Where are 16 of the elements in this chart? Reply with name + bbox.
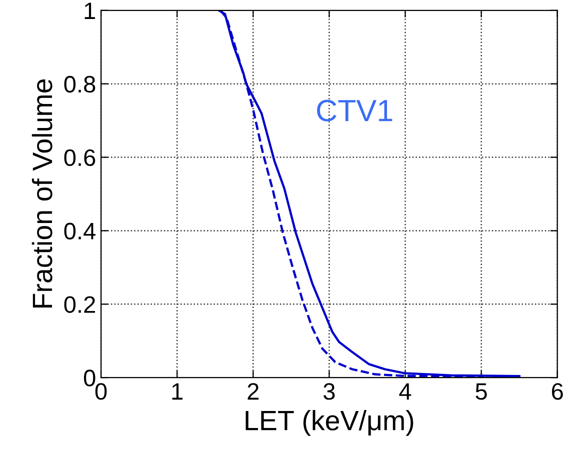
y-tick-label: 0.4 (64, 222, 96, 240)
x-axis-title: LET (keV/μm) (246, 410, 414, 436)
x-tick-label: 5 (476, 383, 487, 400)
x-tick-label: 1 (172, 383, 182, 400)
annotation: CTV1 (317, 100, 392, 122)
x-tick-label: 3 (324, 383, 335, 400)
y-tick-label: 0 (84, 370, 96, 386)
x-tick-label: 4 (399, 383, 412, 400)
x-tick-label: 2 (248, 383, 259, 400)
y-tick-label: 0.2 (64, 296, 95, 313)
y-tick-label: 0.6 (64, 149, 96, 166)
y-tick-label: 0.8 (64, 76, 96, 93)
x-tick-label: 0 (95, 383, 107, 400)
y-axis-title: Fraction of Volume (32, 79, 52, 308)
x-tick-label: 6 (552, 383, 563, 400)
y-tick-label: 1 (84, 2, 96, 19)
